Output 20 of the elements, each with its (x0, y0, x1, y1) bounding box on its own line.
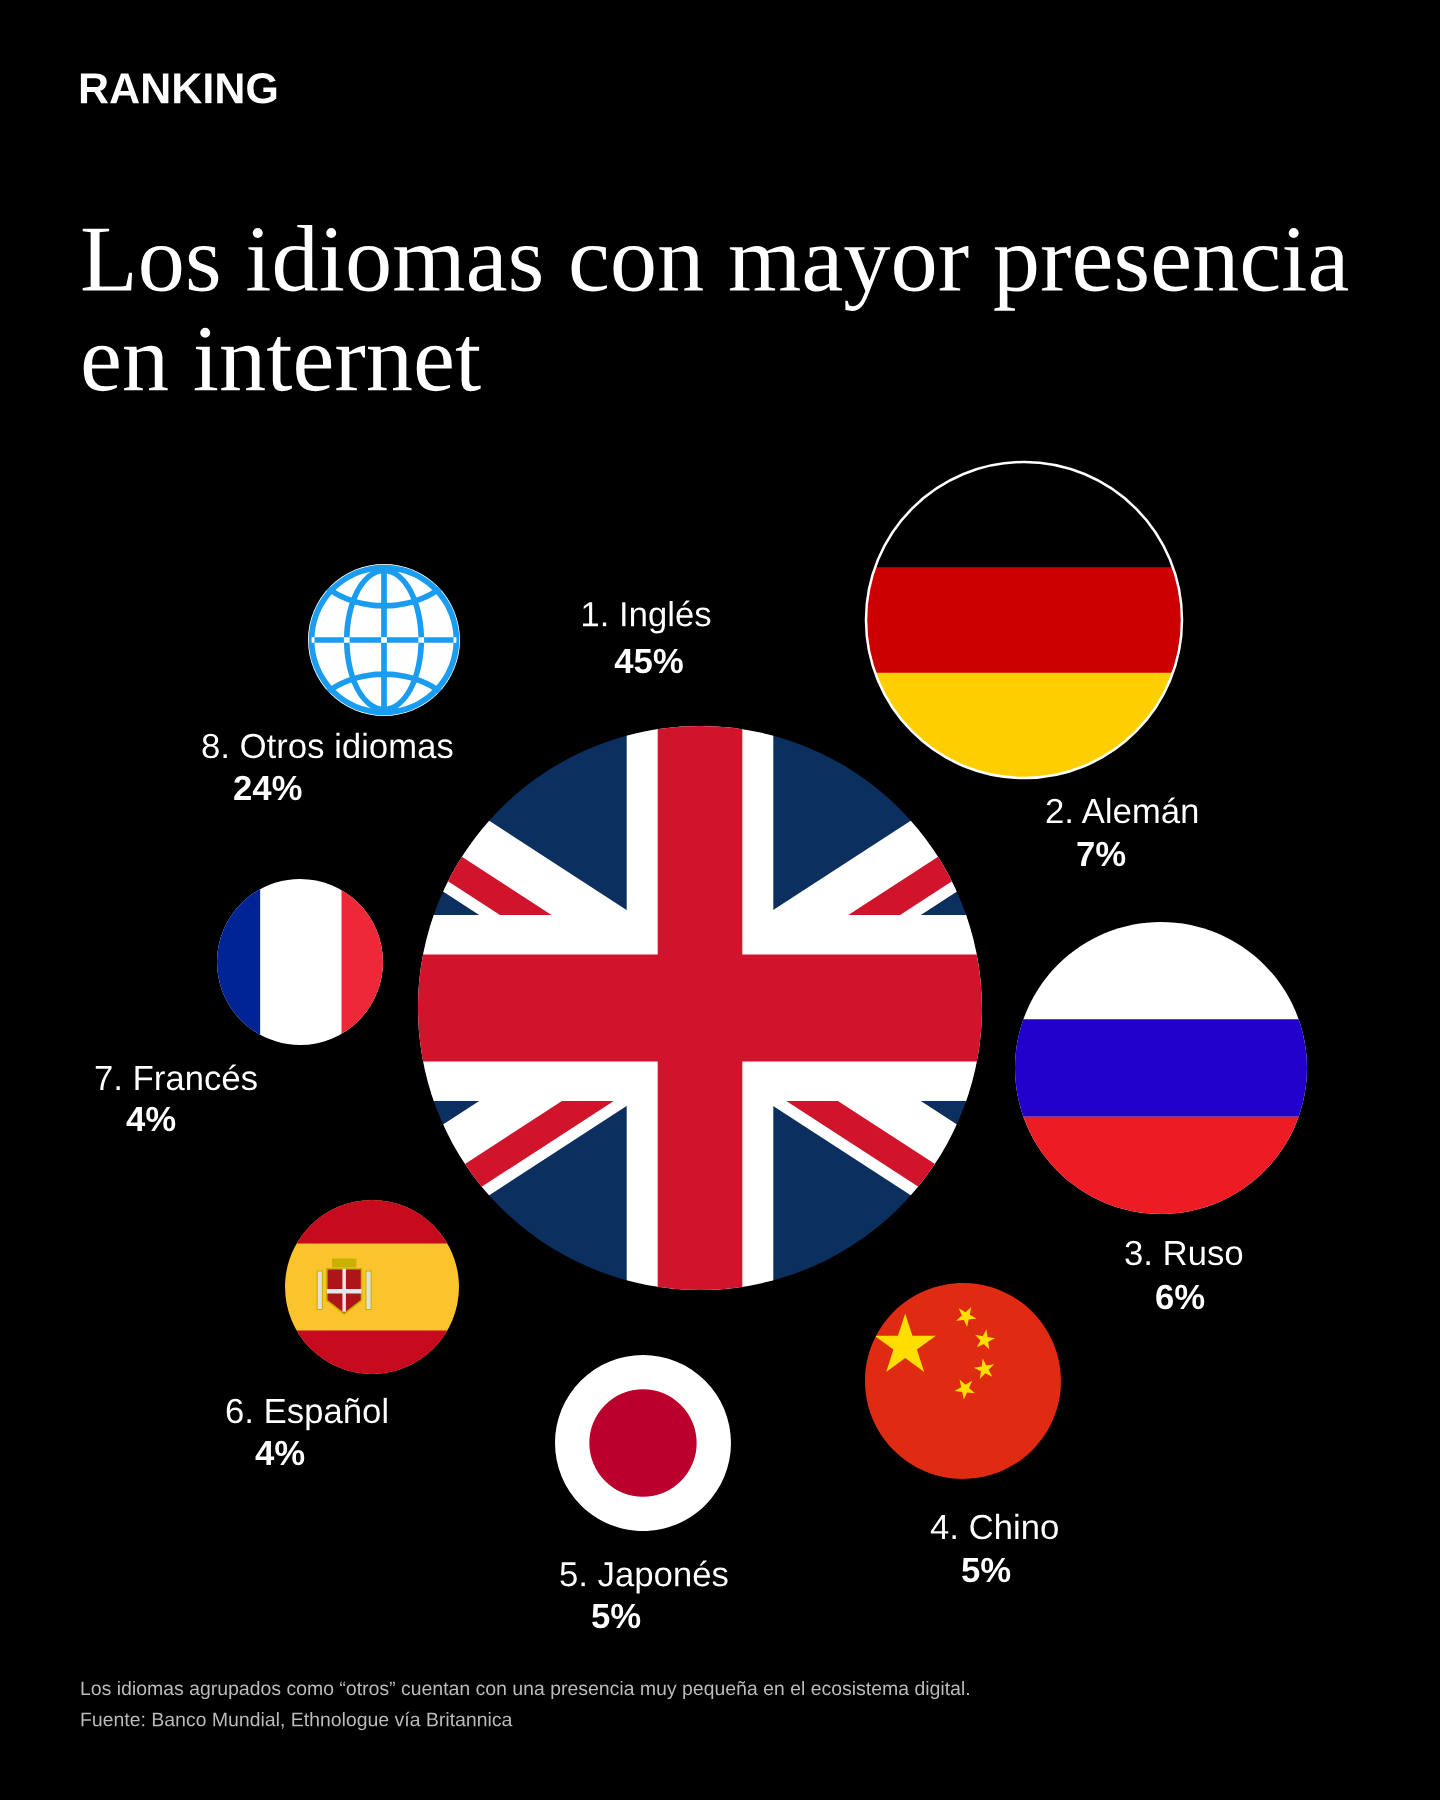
category-label: 5. Japonés (560, 1560, 728, 1594)
category-label: 4. Chino (930, 1513, 1058, 1540)
category-label: 1. Inglés (583, 600, 711, 634)
data-label: 6% (1156, 1284, 1205, 1310)
category-label: 3. Ruso (1125, 1240, 1243, 1266)
category-label: 8. Otros idiomas (202, 732, 453, 759)
source-note: Fuente: Banco Mundial, Ethnologue vía Britannica (81, 1711, 513, 1731)
data-label: 5% (962, 1557, 1011, 1583)
data-label: 24% (234, 775, 302, 801)
category-label: 7. Francés (95, 1064, 257, 1091)
category-label: 6. Español (226, 1397, 387, 1431)
data-label: 7% (1077, 841, 1126, 867)
data-label: 5% (592, 1603, 641, 1629)
data-label: 4% (126, 1106, 176, 1132)
text: RANKING (80, 73, 277, 104)
data-label: 4% (255, 1440, 305, 1466)
text: Los idiomas con mayor presencia en internet (82, 225, 1349, 392)
data-label: 45% (614, 648, 683, 674)
category-label: 2. Alemán (1046, 797, 1198, 824)
text: Los idiomas agrupados como “otros” cuentan con una presencia muy pequeña en el ecosistema digital. (81, 1680, 969, 1700)
